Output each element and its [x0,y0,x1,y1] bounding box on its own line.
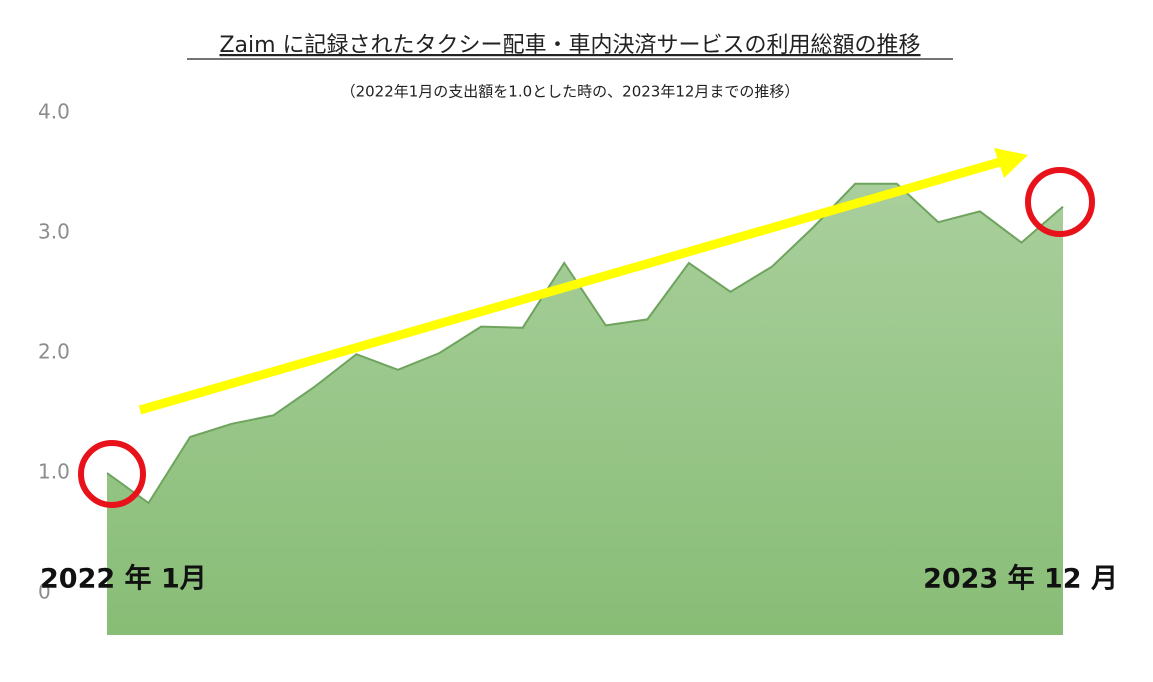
chart-title: Zaim に記録されたタクシー配車・車内決済サービスの利用総額の推移 [219,33,920,58]
chart-subtitle: （2022年1月の支出額を1.0とした時の、2023年12月までの推移） [341,83,800,101]
start-marker [78,440,146,508]
y-tick-label: 2.0 [38,340,70,364]
y-tick-label: 1.0 [38,460,70,484]
y-tick-label: 4.0 [38,100,70,124]
start-label: 2022 年 1月 [40,563,207,595]
area [107,183,1063,636]
end-marker [1025,167,1095,237]
trend-arrowhead [994,148,1028,178]
end-label: 2023 年 12 月 [923,563,1118,595]
y-tick-label: 3.0 [38,220,70,244]
y-tick-label: 0 [38,580,51,604]
trend-arrow [138,157,1002,415]
